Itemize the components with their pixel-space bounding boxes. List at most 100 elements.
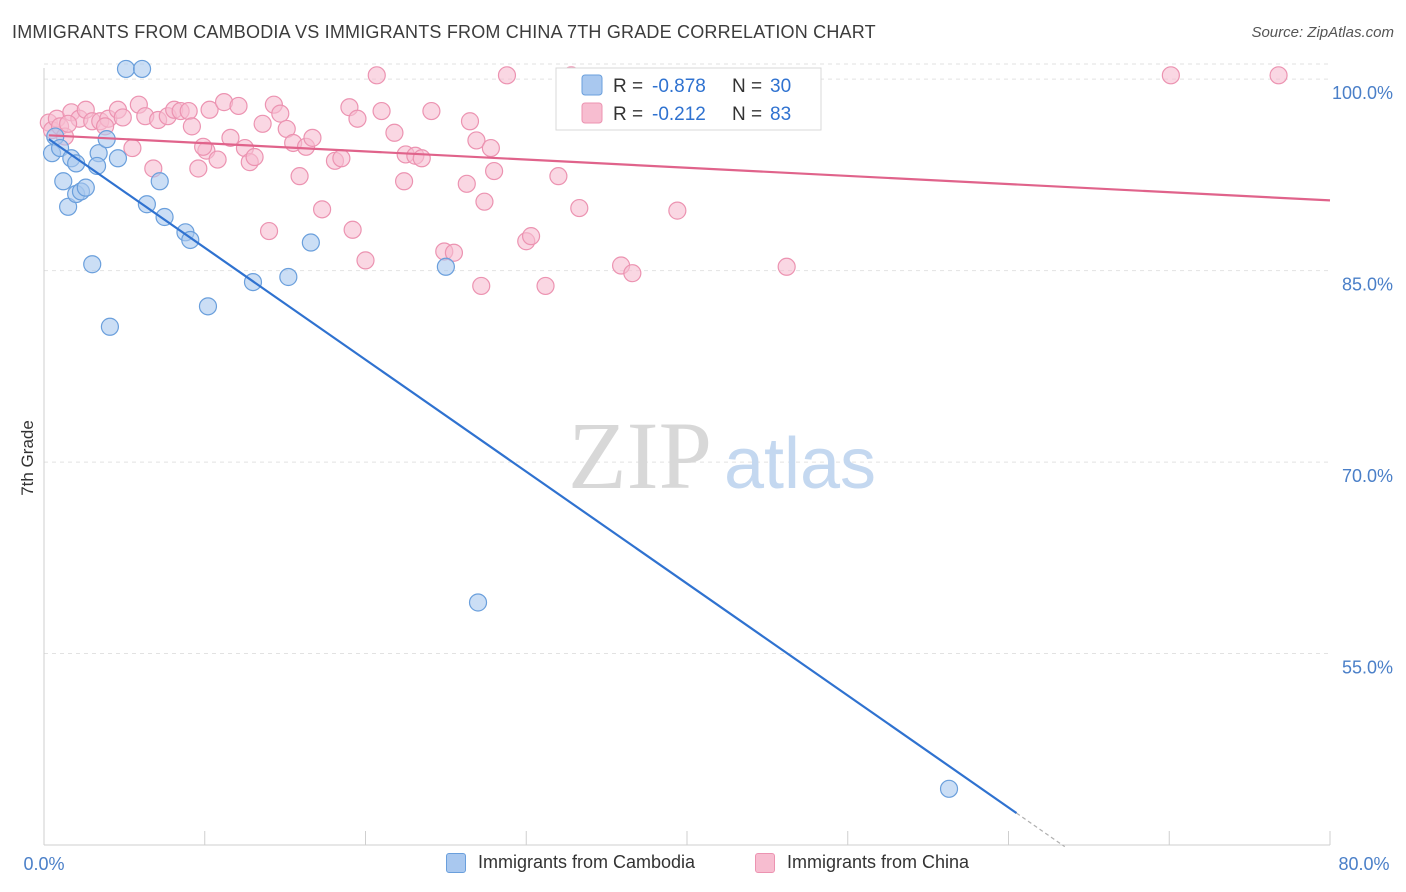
axes <box>43 68 1331 846</box>
stats-n-value-china: 83 <box>770 104 791 125</box>
stats-legend: R = -0.878 N = 30 R = -0.212 N = 83 <box>555 67 822 131</box>
stats-legend-swatch-cambodia <box>581 74 603 96</box>
cambodia-point <box>137 195 156 214</box>
china-point <box>194 137 213 156</box>
y-tick-label: 55.0% <box>1342 658 1393 678</box>
china-points <box>39 66 1288 296</box>
stats-n-label-china: N = <box>732 104 762 125</box>
x-tick-label-min: 0.0% <box>23 854 64 874</box>
x-tick-label-max: 80.0% <box>1338 854 1389 874</box>
china-trend-line <box>48 134 1331 202</box>
watermark-zip: ZIP <box>568 402 712 509</box>
china-point <box>59 114 78 133</box>
china-point <box>668 201 687 220</box>
cambodia-point <box>150 172 169 191</box>
cambodia-point <box>108 149 128 168</box>
watermark: ZIP atlas <box>568 402 876 509</box>
china-point <box>179 101 198 121</box>
stats-r-value-cambodia: -0.878 <box>652 76 706 97</box>
cambodia-point <box>83 255 102 274</box>
china-point <box>221 128 240 147</box>
cambodia-point <box>436 257 455 276</box>
china-point <box>412 149 431 168</box>
china-point <box>348 109 367 128</box>
bottom-legend: Immigrants from Cambodia Immigrants from… <box>0 852 1406 876</box>
china-point <box>1161 66 1180 85</box>
china-point <box>394 172 414 191</box>
legend-item-cambodia: Immigrants from Cambodia <box>446 852 695 873</box>
cambodia-point <box>100 317 120 336</box>
china-point <box>208 150 227 169</box>
cambodia-point <box>155 207 174 227</box>
china-point <box>113 108 132 127</box>
trend-lines <box>48 134 1331 848</box>
stats-r-value-china: -0.212 <box>652 104 706 125</box>
china-point <box>457 174 476 193</box>
y-tick-label: 100.0% <box>1332 83 1393 103</box>
china-point <box>549 167 568 186</box>
y-tick-label: 85.0% <box>1342 275 1393 295</box>
axis-labels: 100.0% 85.0% 70.0% 55.0% 0.0% 80.0% 7th Grade <box>18 83 1393 874</box>
china-point <box>245 147 264 167</box>
china-point <box>182 117 201 136</box>
china-point <box>481 138 500 158</box>
china-point <box>253 114 272 133</box>
cambodia-point <box>76 178 95 197</box>
china-point <box>189 159 208 178</box>
china-point <box>290 167 309 186</box>
china-point <box>570 198 589 218</box>
china-point <box>332 149 351 168</box>
cambodia-point <box>132 59 152 79</box>
cambodia-trend-line <box>48 138 1018 814</box>
china-point <box>343 220 362 239</box>
china-point <box>229 96 248 116</box>
y-tick-label: 70.0% <box>1342 466 1393 486</box>
china-point <box>497 66 517 85</box>
stats-r-label-cambodia: R = <box>613 76 643 97</box>
china-point <box>367 66 386 85</box>
china-point <box>259 221 279 241</box>
china-point <box>460 112 480 131</box>
cambodia-point <box>279 267 298 287</box>
china-point <box>422 101 441 121</box>
china-point <box>536 276 555 296</box>
china-point <box>1269 66 1288 85</box>
legend-label-china: Immigrants from China <box>787 852 970 872</box>
china-point <box>200 100 219 119</box>
cambodia-point <box>939 779 959 798</box>
legend-item-china: Immigrants from China <box>755 852 969 873</box>
stats-r-label-china: R = <box>613 104 643 125</box>
watermark-atlas: atlas <box>724 424 876 504</box>
china-point <box>444 243 464 262</box>
cambodia-point <box>198 297 218 316</box>
china-point <box>777 257 796 276</box>
china-point <box>385 123 404 142</box>
stats-legend-swatch-china <box>581 102 603 124</box>
legend-label-cambodia: Immigrants from Cambodia <box>478 852 696 872</box>
stats-n-label-cambodia: N = <box>732 76 762 97</box>
china-point <box>623 264 642 283</box>
china-point <box>356 251 375 270</box>
cambodia-point <box>54 172 73 191</box>
cambodia-trend-extension <box>1016 812 1066 848</box>
cambodia-points <box>42 59 959 798</box>
china-point <box>467 131 486 150</box>
source-label: Source: ZipAtlas.com <box>1251 24 1394 41</box>
cambodia-point <box>468 593 488 612</box>
legend-swatch-cambodia <box>446 852 466 873</box>
legend-swatch-china <box>755 852 775 873</box>
china-point <box>303 128 322 147</box>
china-point <box>521 227 541 246</box>
grid-lines <box>44 63 1330 655</box>
china-point <box>271 104 290 123</box>
cambodia-point <box>301 233 320 252</box>
china-point <box>372 101 391 121</box>
china-point <box>123 138 142 158</box>
stats-n-value-cambodia: 30 <box>770 76 791 97</box>
china-point <box>475 192 494 211</box>
china-point <box>312 200 332 219</box>
china-point <box>472 276 491 296</box>
y-axis-title: 7th Grade <box>18 420 37 496</box>
chart-title: IMMIGRANTS FROM CAMBODIA VS IMMIGRANTS F… <box>12 22 876 42</box>
